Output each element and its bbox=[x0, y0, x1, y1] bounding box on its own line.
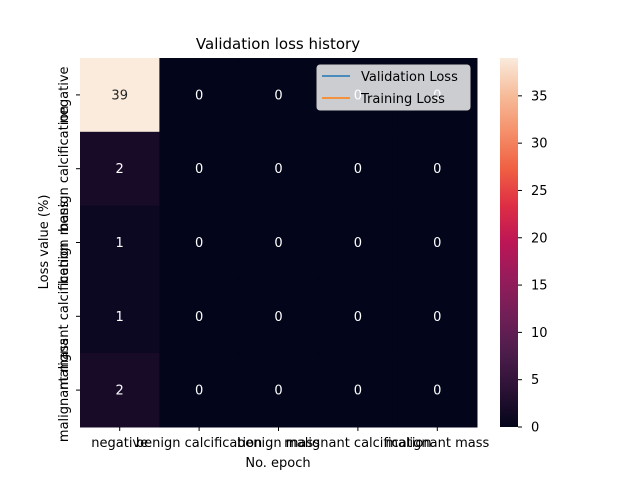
x-tick-label: benign calcification bbox=[136, 436, 262, 451]
cell-value-label: 0 bbox=[354, 162, 362, 177]
chart-title: Validation loss history bbox=[196, 35, 360, 53]
heatmap-cell bbox=[159, 131, 240, 207]
colorbar-tick-label: 30 bbox=[531, 137, 548, 152]
heatmap-cell bbox=[80, 205, 160, 280]
y-tick-label: benign mass bbox=[57, 201, 72, 284]
cell-value-label: 0 bbox=[354, 384, 362, 399]
cell-value-label: 0 bbox=[195, 88, 203, 103]
heatmap-cell bbox=[159, 353, 240, 428]
legend-box bbox=[316, 64, 471, 111]
heatmap-cell bbox=[318, 279, 399, 354]
cell-value-label: 1 bbox=[116, 236, 124, 251]
y-tick-label: benign calcification bbox=[57, 105, 72, 231]
heatmap-cell bbox=[159, 279, 240, 354]
x-tick-label: malignant calcification bbox=[284, 436, 431, 451]
x-tick-label: malignant mass bbox=[385, 436, 489, 451]
cell-value-label: 2 bbox=[116, 162, 124, 177]
legend-entry-label: Training Loss bbox=[360, 92, 445, 107]
cell-value-label: 0 bbox=[433, 384, 441, 399]
y-tick-label: negative bbox=[57, 66, 72, 123]
heatmap-cell bbox=[159, 205, 240, 280]
cell-value-label: 0 bbox=[274, 384, 282, 399]
heatmap-cell bbox=[318, 131, 399, 207]
colorbar-ticks: 0 5 10 15 20 25 30 35 bbox=[518, 89, 548, 436]
heatmap-cells: 39000020000100001000020000 bbox=[80, 58, 478, 428]
heatmap-cell bbox=[80, 279, 160, 354]
cell-value-label: 2 bbox=[116, 384, 124, 399]
cell-value-label: 1 bbox=[116, 310, 124, 325]
colorbar-tick-label: 15 bbox=[531, 279, 548, 294]
y-axis-label: Loss value (%) bbox=[37, 195, 52, 290]
heatmap-cell bbox=[80, 131, 160, 207]
colorbar-tick-label: 5 bbox=[531, 373, 539, 388]
cell-value-label: 39 bbox=[111, 88, 128, 103]
cell-value-label: 0 bbox=[433, 236, 441, 251]
colorbar-tick-label: 10 bbox=[531, 326, 548, 341]
cell-value-label: 0 bbox=[195, 162, 203, 177]
cell-value-label: 0 bbox=[354, 236, 362, 251]
cell-value-label: 0 bbox=[274, 162, 282, 177]
cell-value-label: 0 bbox=[274, 88, 282, 103]
heatmap-cell bbox=[238, 279, 319, 354]
colorbar-tick-label: 25 bbox=[531, 184, 548, 199]
cell-value-label: 0 bbox=[433, 310, 441, 325]
cell-value-label: 0 bbox=[195, 236, 203, 251]
x-tick-label: negative bbox=[91, 436, 148, 451]
x-axis-label: No. epoch bbox=[245, 456, 310, 471]
cell-value-label: 0 bbox=[195, 384, 203, 399]
cell-value-label: 0 bbox=[354, 310, 362, 325]
heatmap-cell bbox=[80, 58, 160, 133]
heatmap-cell bbox=[238, 58, 319, 133]
heatmap-cell bbox=[238, 353, 319, 428]
heatmap-cell bbox=[318, 353, 399, 428]
legend: Validation Loss Training Loss bbox=[316, 64, 471, 111]
heatmap-cell bbox=[397, 131, 478, 207]
heatmap-cell bbox=[159, 58, 240, 133]
heatmap-cell bbox=[318, 205, 399, 280]
x-tick-label: benign mass bbox=[237, 436, 320, 451]
y-tick-label: malignant mass bbox=[57, 338, 72, 442]
cell-value-label: 0 bbox=[274, 310, 282, 325]
heatmap-cell bbox=[80, 353, 160, 428]
cell-value-label: 0 bbox=[274, 236, 282, 251]
colorbar bbox=[500, 58, 518, 427]
y-tick-label: malignant calcification bbox=[57, 243, 72, 390]
heatmap-cell bbox=[397, 353, 478, 428]
cell-value-label: 0 bbox=[195, 310, 203, 325]
heatmap-cell bbox=[238, 131, 319, 207]
cell-value-label: 0 bbox=[433, 162, 441, 177]
heatmap-cell bbox=[397, 279, 478, 354]
heatmap-cell bbox=[397, 205, 478, 280]
colorbar-tick-label: 0 bbox=[531, 421, 539, 436]
legend-entry-label: Validation Loss bbox=[361, 70, 458, 85]
colorbar-tick-label: 35 bbox=[531, 89, 548, 104]
heatmap-cell bbox=[238, 205, 319, 280]
colorbar-tick-label: 20 bbox=[531, 231, 548, 246]
